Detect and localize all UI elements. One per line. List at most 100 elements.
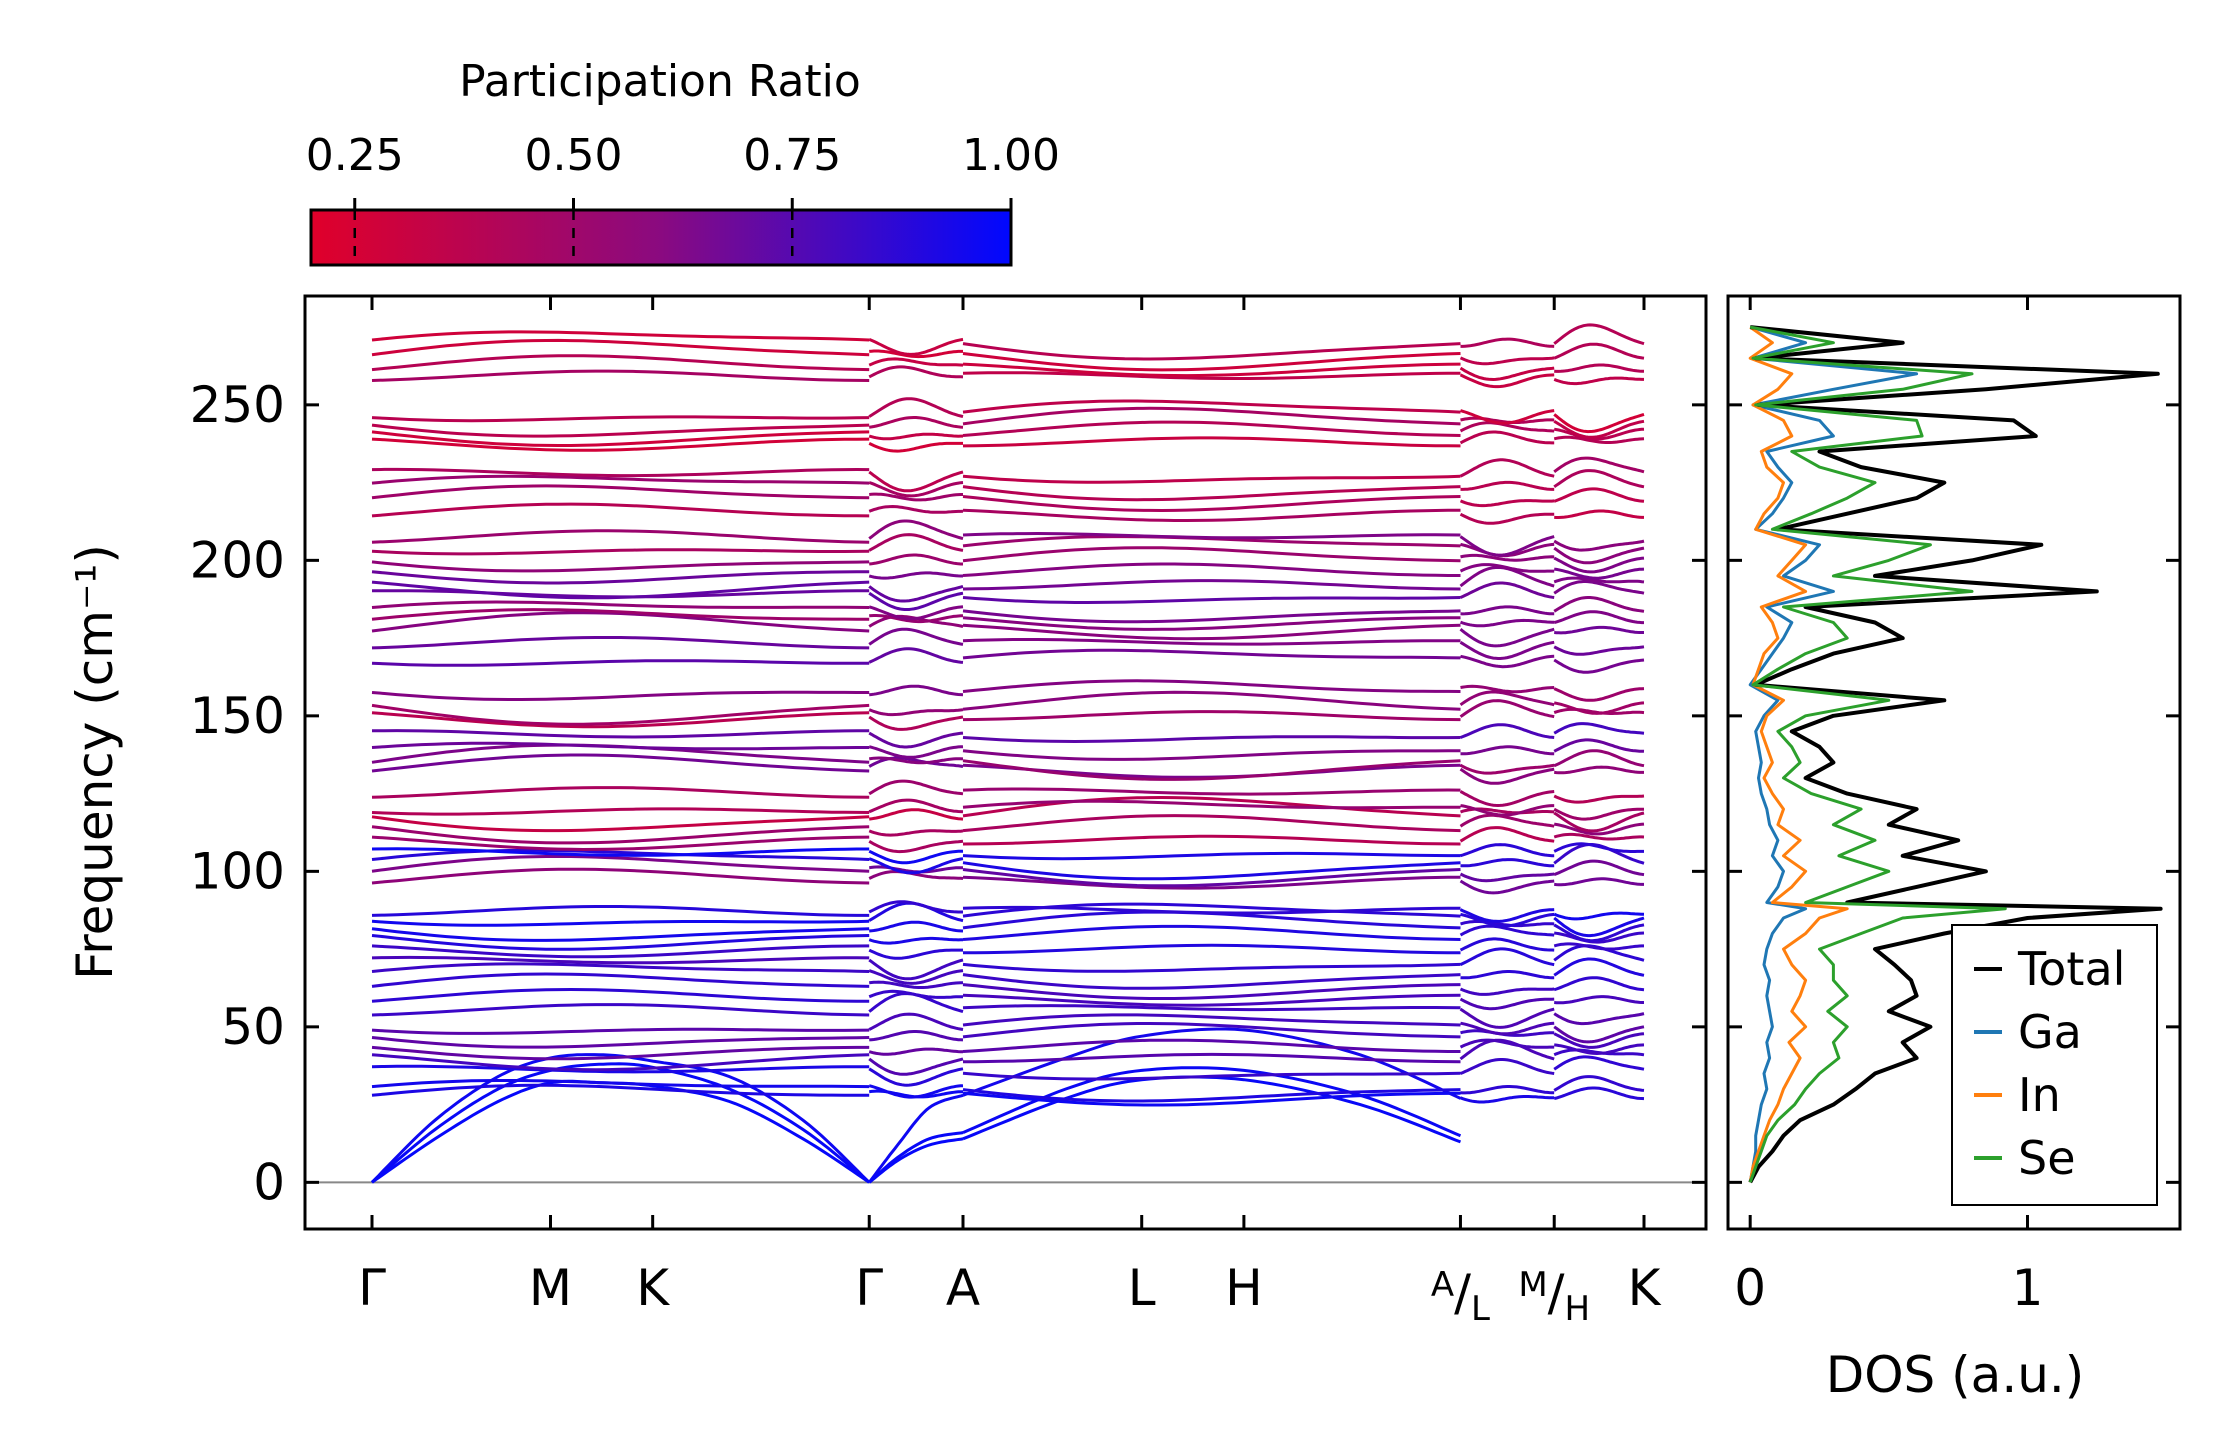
optical-branch [962,690,1461,711]
optical-branch [1460,684,1555,694]
optical-branch [371,437,870,452]
optical-branch [371,338,870,357]
kpoint-label: A/L [1431,1264,1490,1329]
band-plot-frame [303,294,1708,1231]
optical-branch [371,919,870,927]
optical-branch [868,779,964,796]
optical-branch [1553,942,1644,951]
optical-branch [868,1057,964,1076]
optical-branch [1553,842,1644,853]
optical-branch [1459,767,1555,785]
optical-branch [1554,931,1645,944]
optical-branch [1553,610,1644,625]
optical-branch [868,1084,964,1099]
optical-branch [962,616,1461,631]
optical-branch [371,786,870,799]
dos-curves [1748,325,2163,1184]
dos-legend: Total Ga In Se [1951,924,2158,1206]
optical-branch [1459,366,1555,382]
optical-branch [371,608,870,621]
optical-branch [962,875,1461,890]
dos-x-tick-label: 0 [1734,1259,1766,1317]
optical-branch [1554,363,1644,373]
optical-branch [371,1036,870,1049]
optical-branch [1553,807,1644,821]
optical-branch [962,973,1461,990]
optical-branch [1553,456,1645,474]
optical-branch [371,847,870,857]
optical-branch [1554,765,1644,775]
optical-branch [371,354,870,372]
optical-branch [1460,858,1555,868]
optical-branch [1459,826,1555,843]
optical-branch [371,867,870,885]
optical-branch [1553,1032,1645,1049]
optical-branch [371,467,870,478]
optical-branch [371,1003,870,1017]
optical-branch [371,848,870,861]
optical-branch [962,710,1461,722]
optical-branch [1460,654,1555,669]
optical-branch [1459,987,1555,996]
optical-branch [371,987,870,1003]
optical-branch [1553,412,1645,434]
optical-branch [1553,923,1645,943]
optical-branch [868,798,964,814]
optical-branch [1553,580,1645,595]
optical-branch [371,330,870,342]
optical-branch [1459,512,1555,525]
optical-branch [1459,356,1555,366]
optical-branch [1553,976,1645,992]
optical-branch [868,958,964,981]
optical-branch [1554,625,1644,635]
optical-branch [371,415,870,423]
optical-branch [1553,435,1645,444]
optical-branch [962,579,1461,591]
band-structure-panel: Γ M K Γ A L H A/L M/H K 0 50 100 150 200 250 Frequency… [66,294,1708,1329]
optical-branch [962,609,1461,624]
optical-branch [869,416,964,429]
optical-branch [371,934,870,951]
optical-branch [1460,970,1555,980]
optical-branch [869,553,963,566]
optical-branch [868,857,964,875]
optical-branch [371,502,870,518]
optical-branch [1459,813,1555,828]
optical-branch [371,955,870,965]
optical-branch [1553,1086,1645,1101]
optical-branch [962,362,1461,378]
optical-branch [962,508,1461,522]
optical-branch [1553,1075,1645,1092]
optical-branch [371,711,870,729]
optical-branch [1459,924,1555,937]
dos-ga-line [1748,325,1919,1183]
optical-branch [1460,337,1555,348]
optical-branch [1459,937,1555,952]
kpoint-label: A [946,1259,980,1317]
optical-branch [868,745,964,759]
optical-branch [868,357,964,367]
legend-label: Total [2017,942,2125,996]
optical-branch [962,474,1461,484]
optical-branch [1459,458,1555,478]
colorbar: Participation Ratio 0.25 0.50 0.75 1.00 [306,56,1060,267]
optical-branch [962,799,1461,810]
kpoint-label: Γ [358,1259,386,1317]
optical-branch [868,839,964,854]
optical-branch [962,814,1461,833]
optical-branch [1460,843,1555,858]
optical-branch [371,825,870,845]
optical-branch [1460,804,1555,817]
optical-branch [962,795,1461,818]
optical-branch [868,584,964,603]
optical-branch [1553,419,1645,439]
acoustic-branch [962,1075,1462,1144]
dos-se-line [1748,325,2007,1183]
optical-branch [868,519,964,541]
optical-branch [371,369,870,382]
optical-branch [1459,1038,1555,1049]
optical-branch [868,715,964,731]
dos-total-line [1748,325,2163,1184]
optical-branch [371,835,870,852]
